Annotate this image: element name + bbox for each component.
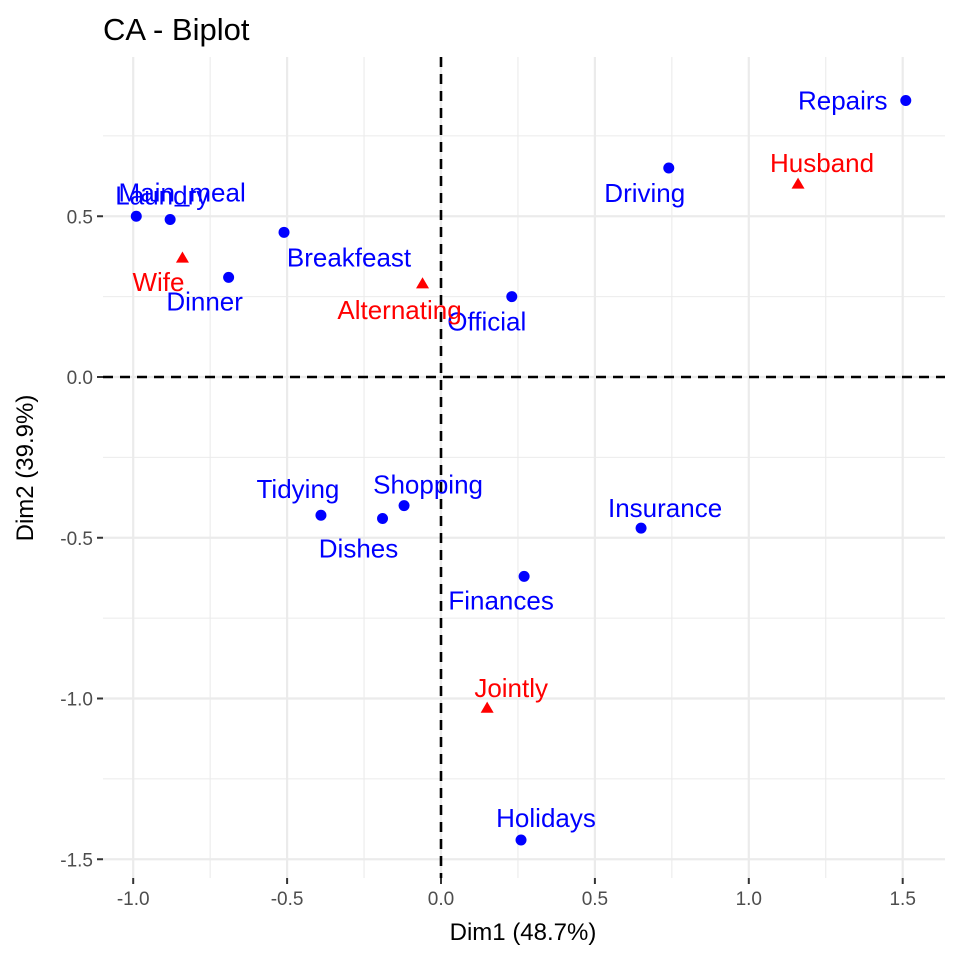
point-official (506, 291, 518, 303)
y-tick-label: -1.0 (60, 690, 93, 711)
point-wife (175, 251, 189, 263)
point-finances (518, 570, 530, 582)
point-jointly (480, 701, 494, 713)
point-alternating (416, 277, 430, 289)
x-tick-label: 1.0 (736, 889, 762, 910)
label-jointly: Jointly (474, 673, 548, 703)
x-tick-label: -0.5 (271, 889, 304, 910)
label-tidying: Tidying (257, 474, 340, 504)
label-wife: Wife (132, 267, 184, 297)
y-tick-label: 0.5 (67, 207, 93, 228)
label-main-meal: Main_meal (119, 177, 246, 207)
y-tick-label: -0.5 (60, 529, 93, 550)
reference-lines (103, 57, 945, 878)
label-shopping: Shopping (373, 470, 483, 500)
label-insurance: Insurance (608, 493, 722, 523)
point-husband (791, 177, 805, 189)
label-finances: Finances (448, 585, 554, 615)
point-holidays (515, 834, 527, 846)
x-tick-label: 0.5 (582, 889, 608, 910)
x-tick-label: 1.5 (889, 889, 915, 910)
point-tidying (315, 509, 327, 521)
point-laundry (130, 210, 142, 222)
label-husband: Husband (770, 148, 874, 178)
label-dishes: Dishes (319, 533, 398, 563)
data-points (130, 95, 912, 846)
y-tick-label: 0.0 (67, 368, 93, 389)
point-insurance (635, 522, 647, 534)
point-dinner (223, 271, 235, 283)
point-dishes (377, 512, 389, 524)
point-repairs (900, 95, 912, 107)
chart-title: CA - Biplot (103, 12, 250, 47)
label-breakfeast: Breakfeast (287, 242, 412, 272)
label-alternating: Alternating (337, 295, 461, 325)
label-dinner: Dinner (166, 286, 243, 316)
label-official: Official (447, 307, 526, 337)
point-breakfeast (278, 226, 290, 238)
x-axis-title: Dim1 (48.7%) (450, 919, 597, 946)
point-driving (663, 162, 675, 174)
point-main-meal (164, 213, 176, 225)
y-tick-label: -1.5 (60, 850, 93, 871)
x-tick-label: -1.0 (117, 889, 150, 910)
label-repairs: Repairs (798, 86, 888, 116)
label-holidays: Holidays (496, 803, 596, 833)
point-shopping (398, 500, 410, 512)
label-driving: Driving (604, 178, 685, 208)
axes: -1.0 -0.5 0.0 0.5 1.0 1.5 -1.5 -1.0 -0.5 0.0 0.5 (60, 207, 916, 910)
x-tick-label: 0.0 (428, 889, 454, 910)
label-laundry: Laundry (115, 180, 209, 210)
y-axis-title: Dim2 (39.9%) (12, 395, 39, 542)
